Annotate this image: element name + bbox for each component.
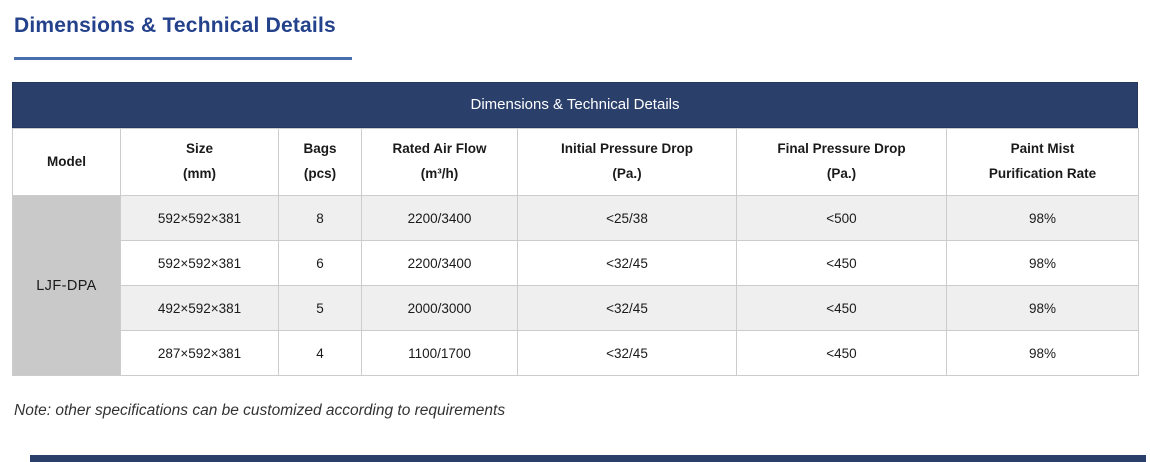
size-cell: 592×592×381 [120,240,279,286]
size-cell: 492×592×381 [120,285,279,331]
spec-table-section: Dimensions & Technical Details Model Siz… [12,82,1139,376]
header-line1: Initial Pressure Drop [560,141,694,157]
final-drop-cell: <450 [736,285,947,331]
airflow-cell: 1100/1700 [361,330,518,376]
header-line2: (pcs) [303,166,337,181]
column-header-initial-drop: Initial Pressure Drop (Pa.) [517,128,737,196]
column-header-bags: Bags (pcs) [278,128,362,196]
header-line2: (m³/h) [420,166,459,181]
table-row: 592×592×381 6 2200/3400 <32/45 <450 98% [13,240,1139,286]
airflow-cell: 2000/3000 [361,285,518,331]
rate-cell: 98% [946,285,1139,331]
table-row: 492×592×381 5 2000/3000 <32/45 <450 98% [13,285,1139,331]
header-line1: Size [185,141,213,157]
column-header-model: Model [12,128,121,196]
final-drop-cell: <450 [736,240,947,286]
title-underline [14,57,352,60]
column-header-purification-rate: Paint Mist Purification Rate [946,128,1139,196]
size-cell: 287×592×381 [120,330,279,376]
rate-cell: 98% [946,330,1139,376]
header-line1: Rated Air Flow [392,141,487,157]
page-title: Dimensions & Technical Details [14,14,336,37]
airflow-cell: 2200/3400 [361,240,518,286]
bags-cell: 8 [278,195,362,241]
table-row: LJF-DPA 592×592×381 8 2200/3400 <25/38 <… [12,195,1139,376]
size-cell: 592×592×381 [120,195,279,241]
header-line2: (Pa.) [612,166,642,181]
header-line1: Final Pressure Drop [777,141,906,157]
header-line2: (Pa.) [826,166,857,181]
column-header-final-drop: Final Pressure Drop (Pa.) [736,128,947,196]
bags-cell: 6 [278,240,362,286]
table-row: 287×592×381 4 1100/1700 <32/45 <450 98% [13,330,1139,376]
header-line1: Model [47,153,86,169]
header-row: Model Size (mm) Bags (pcs) Rated Air Flo… [12,128,1139,196]
rate-cell: 98% [946,195,1139,241]
spec-table-caption: Dimensions & Technical Details [12,82,1138,128]
header-line1: Bags [303,141,337,157]
final-drop-cell: <500 [736,195,947,241]
initial-drop-cell: <32/45 [517,330,737,376]
rate-cell: 98% [946,240,1139,286]
header-line2: (mm) [183,166,216,181]
column-header-airflow: Rated Air Flow (m³/h) [361,128,518,196]
bags-cell: 5 [278,285,362,331]
airflow-cell: 2200/3400 [361,195,518,241]
initial-drop-cell: <32/45 [517,285,737,331]
next-section-bar [30,455,1146,462]
final-drop-cell: <450 [736,330,947,376]
initial-drop-cell: <25/38 [517,195,737,241]
header-line1: Paint Mist [1010,141,1075,157]
customization-note: Note: other specifications can be custom… [14,402,506,419]
initial-drop-cell: <32/45 [517,240,737,286]
column-header-size: Size (mm) [120,128,279,196]
spec-table: Model Size (mm) Bags (pcs) Rated Air Flo… [12,128,1139,376]
bags-cell: 4 [278,330,362,376]
model-cell: LJF-DPA [12,195,121,376]
header-line2: Purification Rate [988,166,1097,181]
